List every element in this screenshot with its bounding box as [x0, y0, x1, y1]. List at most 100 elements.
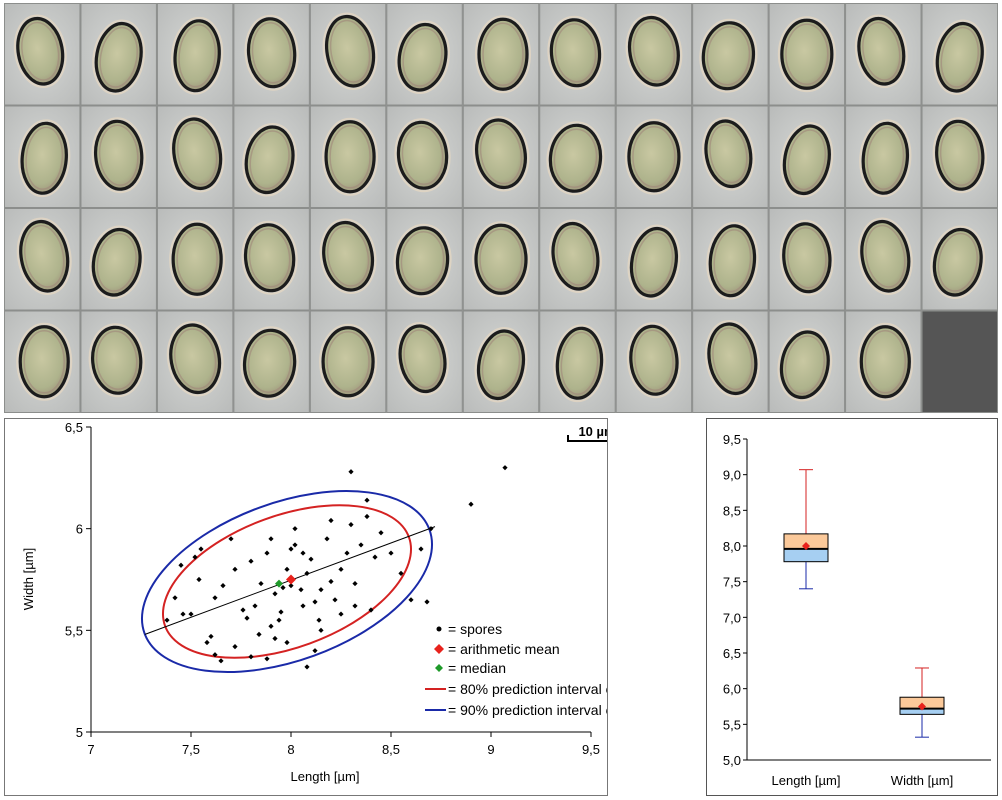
spore-point — [312, 599, 318, 605]
spore-point — [268, 536, 274, 542]
spore — [549, 219, 602, 293]
spore-point — [368, 607, 374, 613]
spore-point — [328, 578, 334, 585]
spore-point — [352, 603, 358, 609]
y-tick-label: 5,5 — [65, 623, 83, 638]
spore-point — [324, 536, 330, 542]
spore-point — [220, 583, 226, 589]
box-y-tick-label: 6,5 — [723, 646, 741, 661]
spore — [89, 225, 145, 299]
x-tick-label: 9,5 — [582, 742, 600, 757]
x-axis-label: Length [µm] — [291, 769, 360, 784]
spore-point — [198, 546, 204, 552]
spore — [932, 117, 987, 194]
box-category-width: Width [µm] — [891, 773, 953, 788]
spore — [13, 14, 67, 88]
spore-point — [244, 615, 250, 621]
scatter-axes — [90, 427, 591, 733]
spore — [240, 326, 299, 401]
box-plot: 5,0 5,5 6,0 6,5 7,0 7,5 8,0 8,5 9,0 9,5 Length [µ… — [723, 432, 991, 788]
spore-point — [364, 497, 370, 503]
spore-point — [338, 566, 344, 572]
spore-point — [364, 513, 370, 520]
spore-point — [188, 611, 194, 617]
box-y-tick-label: 8,5 — [723, 503, 741, 518]
scale-bar-label: 10 µm — [578, 424, 607, 439]
legend-item-median: = median — [435, 660, 506, 676]
legend-ellipse80-label: = 80% prediction interval ellipse — [448, 681, 607, 697]
spore-point — [318, 627, 324, 633]
spore — [16, 322, 73, 401]
spore-point — [280, 585, 286, 591]
spore-point — [284, 566, 290, 572]
spore — [546, 121, 605, 196]
spore-point — [312, 648, 318, 654]
scale-bar: 10 µm — [567, 424, 661, 442]
mean-marker — [802, 542, 810, 550]
spore-point — [304, 664, 310, 670]
spore — [395, 20, 450, 94]
spore-point — [268, 623, 274, 629]
x-tick-label: 7,5 — [182, 742, 200, 757]
spore-point — [264, 550, 270, 556]
spore-point — [212, 652, 218, 658]
spore-point — [264, 656, 270, 662]
spore-point — [418, 546, 424, 552]
spore-point — [372, 554, 378, 560]
spore-point — [348, 522, 354, 528]
spore — [701, 117, 755, 191]
spore-point — [240, 607, 246, 613]
spore-photo-grid — [4, 3, 998, 413]
spore — [88, 323, 145, 398]
box-category-length: Length [µm] — [772, 773, 841, 788]
spore — [780, 122, 834, 198]
spore-point — [284, 639, 290, 646]
legend-mean-label: = arithmetic mean — [448, 641, 560, 657]
spore — [857, 322, 914, 401]
spore-point — [204, 639, 210, 646]
spore-point — [378, 530, 384, 536]
spore-point — [178, 562, 184, 568]
mean-point — [286, 574, 296, 585]
spore-point — [212, 595, 218, 601]
legend: = spores = arithmetic mean = median = 80… — [425, 621, 645, 718]
spore-point — [328, 517, 334, 524]
spore-point — [258, 580, 264, 587]
spore-point — [172, 595, 178, 601]
box-y-tick-label: 9,0 — [723, 468, 741, 483]
y-tick-label: 5 — [76, 725, 83, 740]
box-y-tick-label: 7,5 — [723, 575, 741, 590]
legend-spores-label: = spores — [448, 621, 502, 637]
empty-photo-cell — [921, 310, 998, 413]
y-tick-label: 6 — [76, 522, 83, 537]
spore — [244, 14, 299, 91]
x-tick-label: 8 — [287, 742, 294, 757]
spore-point — [308, 556, 314, 562]
x-tick-label: 7 — [87, 742, 94, 757]
spore — [933, 19, 987, 95]
spore-photo-svg — [4, 3, 998, 413]
ellipse-80-percent — [161, 504, 413, 659]
spore — [777, 328, 833, 402]
y-tick-label: 6,5 — [65, 420, 83, 435]
spore — [627, 224, 681, 300]
spore-point — [424, 599, 430, 605]
spore-point — [278, 609, 284, 615]
legend-item-mean: = arithmetic mean — [434, 641, 560, 657]
scatter-chart: 7 7,5 8 8,5 9 9,5 5 5,5 6 6,5 Length [µm] Width [… — [21, 420, 661, 784]
spore — [472, 221, 530, 298]
x-tick-label: 9 — [487, 742, 494, 757]
spore-point — [256, 631, 262, 637]
spore-point — [276, 617, 282, 623]
spore-point — [502, 465, 508, 471]
box-width — [899, 667, 945, 738]
spore-point — [208, 633, 214, 640]
spore — [241, 220, 298, 295]
spore — [319, 323, 378, 400]
spore-point — [272, 591, 278, 597]
spore-point — [316, 617, 322, 623]
spore — [171, 16, 224, 95]
spore — [319, 218, 377, 294]
spore-point — [196, 576, 202, 583]
x-tick-label: 8,5 — [382, 742, 400, 757]
